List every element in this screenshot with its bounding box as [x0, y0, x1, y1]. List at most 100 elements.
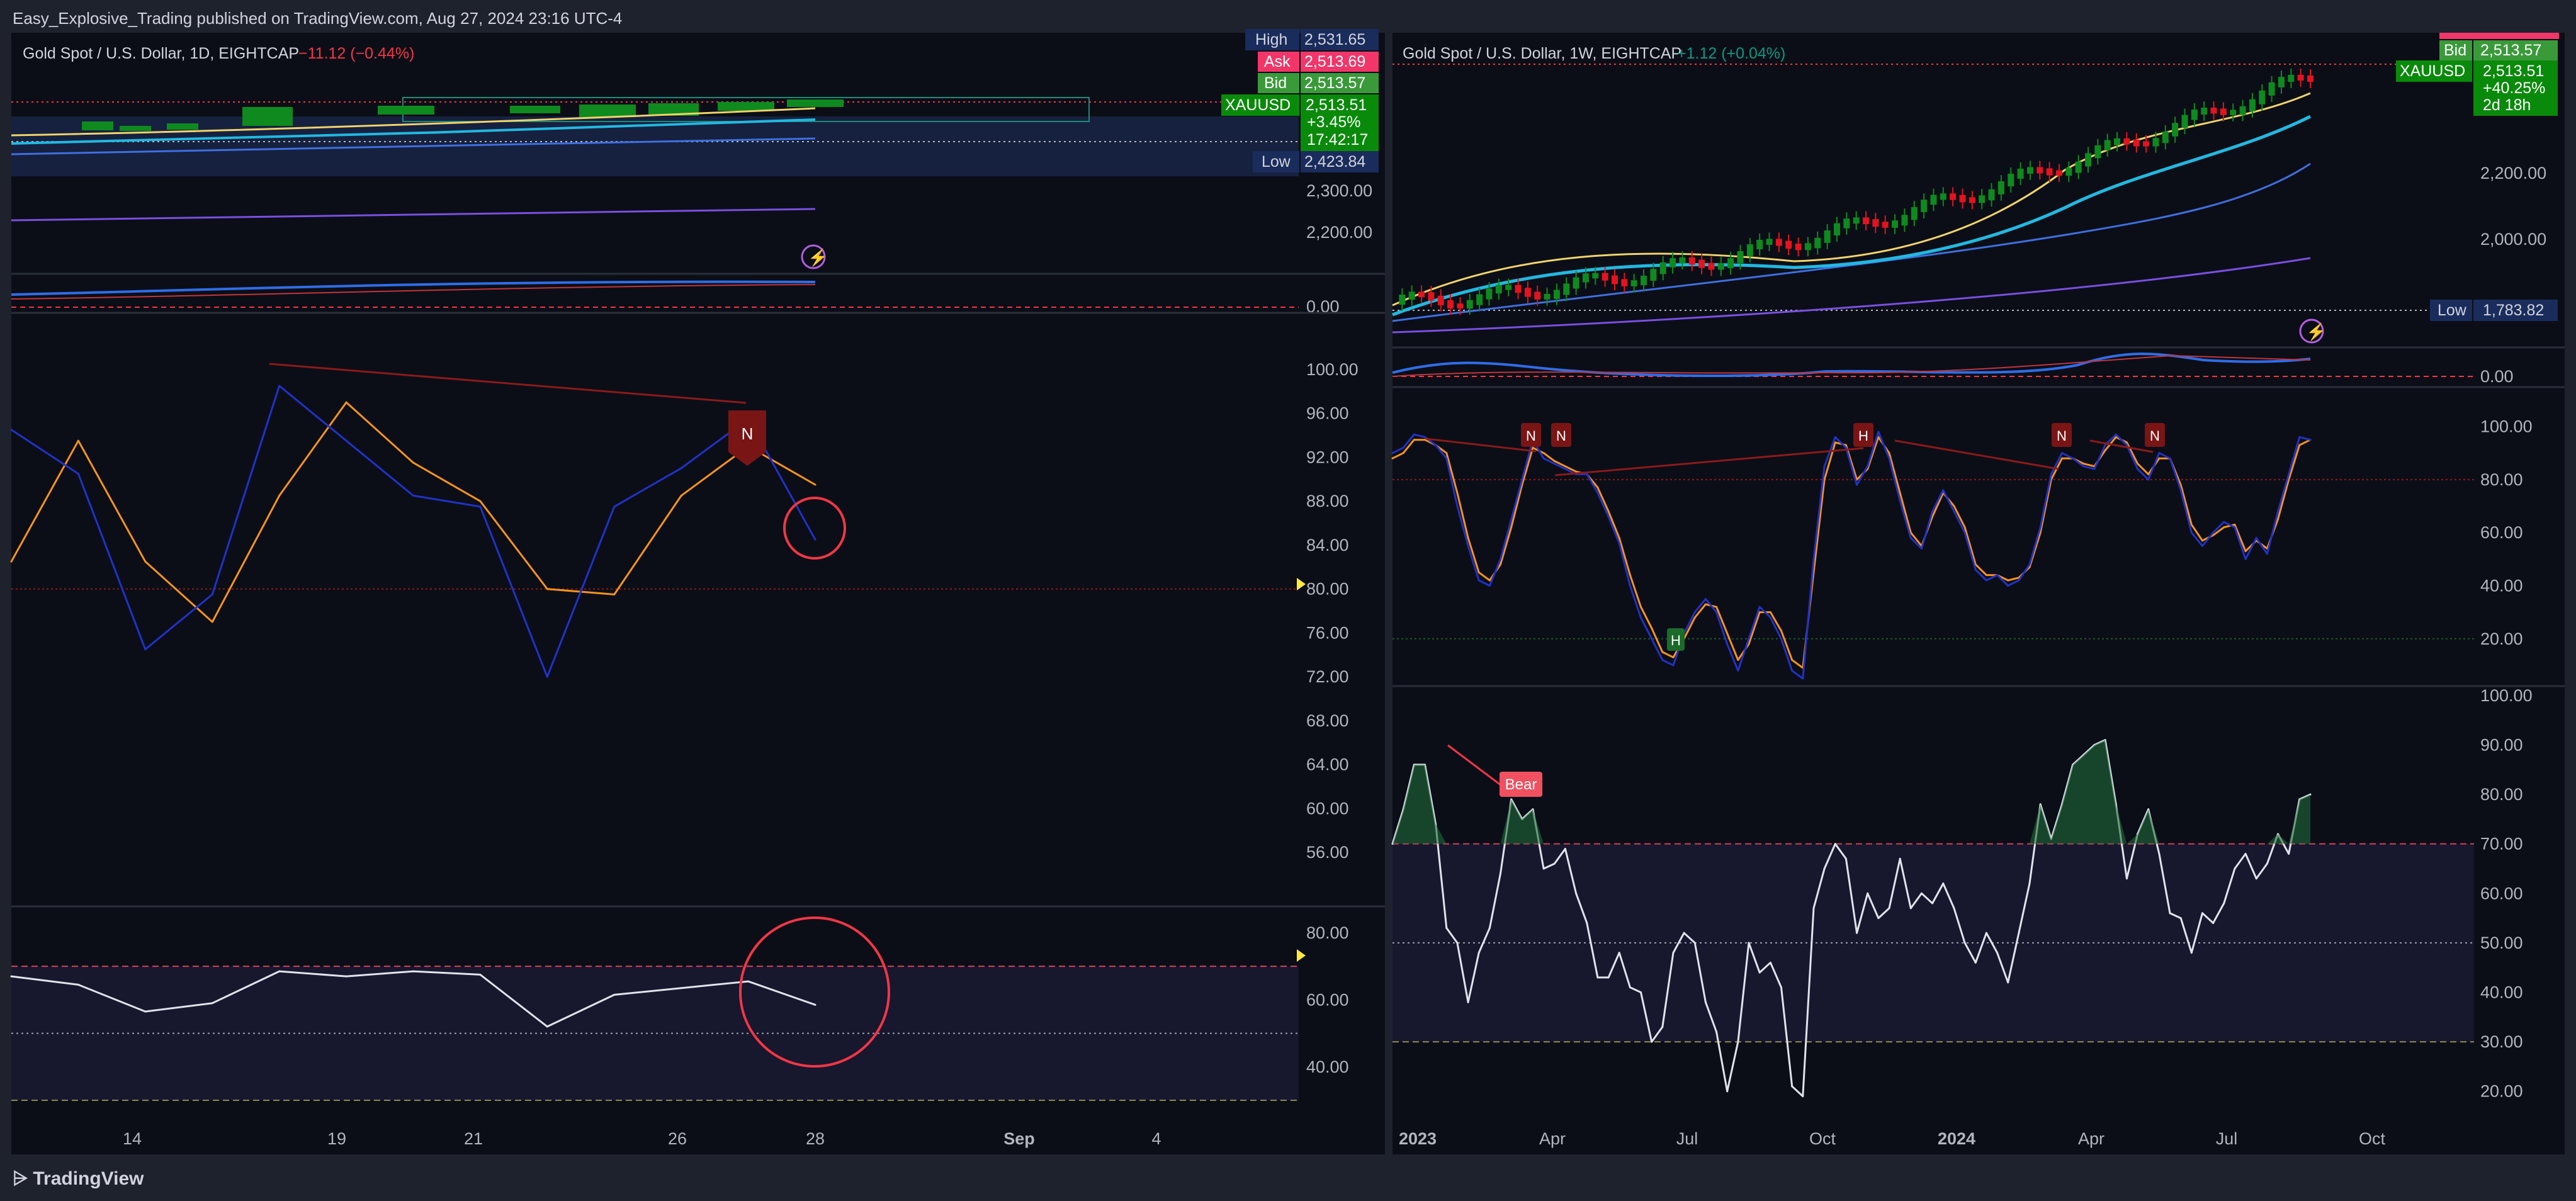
weekly-candle	[1853, 217, 1860, 224]
data-point	[1618, 542, 1620, 544]
weekly-candle	[2210, 108, 2217, 114]
data-point	[1909, 907, 1912, 910]
data-point	[2028, 563, 2031, 566]
data-point	[211, 593, 213, 595]
left-low-label-box	[1253, 151, 1299, 172]
right-change-pct: +40.25%	[2483, 79, 2545, 97]
data-point	[1607, 516, 1610, 518]
signal-marker-n[interactable]	[2145, 423, 2165, 447]
signal-marker-n[interactable]	[1521, 423, 1541, 447]
data-point	[814, 538, 816, 541]
data-point	[1607, 510, 1610, 512]
right-price-tick: 2,000.00	[2480, 230, 2546, 249]
weekly-candle	[1737, 251, 1744, 264]
data-point	[1413, 439, 1415, 441]
signal-marker-n[interactable]	[1551, 423, 1571, 447]
data-point	[1596, 487, 1599, 489]
data-point	[10, 429, 13, 431]
data-point	[1488, 579, 1491, 582]
data-point	[2018, 579, 2020, 582]
weekly-candle	[1950, 193, 1957, 200]
data-point	[2007, 981, 2009, 984]
y-tick-label: 40.00	[1306, 1057, 1349, 1076]
data-point	[1672, 656, 1675, 658]
left-time-axis: 14 19 21 26 28 Sep 4	[123, 1129, 1161, 1148]
data-point	[1423, 439, 1426, 441]
weekly-candle	[1437, 295, 1444, 305]
right-alert-icon[interactable]	[2299, 319, 2324, 344]
right-chart-title: Gold Spot / U.S. Dollar, 1W, EIGHTCAP	[1403, 45, 1681, 62]
data-point	[144, 1010, 147, 1013]
data-point	[1769, 611, 1771, 614]
data-point	[278, 385, 281, 387]
y-tick-label: 96.00	[1306, 404, 1349, 423]
candle-5	[378, 106, 434, 115]
left-alert-icon[interactable]	[801, 244, 826, 269]
data-point	[412, 970, 414, 973]
data-point	[1844, 857, 1847, 860]
y-tick-label: 88.00	[1306, 492, 1349, 510]
x-tick-label: Apr	[1539, 1129, 1566, 1148]
data-point	[1791, 658, 1794, 661]
data-point	[1500, 558, 1502, 560]
data-point	[2190, 952, 2193, 954]
data-point	[2158, 852, 2161, 855]
weekly-candle	[1959, 195, 1966, 203]
left-bid-value: 2,513.57	[1304, 74, 1365, 92]
signal-marker-n[interactable]	[2052, 423, 2072, 447]
right-low-label: Low	[2438, 302, 2467, 319]
data-point	[1942, 489, 1945, 492]
right-low-value: 1,783.82	[2483, 302, 2544, 319]
right-alert-glyph: ⚡	[2306, 322, 2326, 342]
data-point	[1791, 1085, 1794, 1088]
right-bear-label-box[interactable]	[1500, 772, 1542, 797]
data-point	[1423, 436, 1426, 438]
data-point	[2125, 441, 2128, 444]
data-point	[2007, 579, 2009, 582]
weekly-candle	[1969, 197, 1975, 203]
right-last-price-box	[2473, 60, 2558, 116]
x-tick-label: Oct	[2359, 1129, 2386, 1148]
candle-7	[579, 104, 636, 117]
data-point	[1715, 611, 1718, 614]
data-point	[1856, 932, 1858, 934]
weekly-candle	[1457, 303, 1464, 309]
weekly-candle	[2162, 131, 2169, 144]
data-point	[1823, 867, 1826, 870]
data-point	[1500, 563, 1502, 566]
left-chart-title: Gold Spot / U.S. Dollar, 1D, EIGHTCAP	[23, 45, 299, 62]
data-point	[1553, 862, 1556, 865]
left-ask-value-box	[1301, 52, 1379, 72]
weekly-candle	[1679, 257, 1686, 264]
data-point	[1888, 907, 1890, 910]
data-point	[1931, 510, 1934, 512]
data-point	[345, 439, 347, 442]
y-tick-label: 100.00	[1306, 360, 1359, 379]
data-point	[1963, 531, 1966, 534]
tradingview-logo[interactable]: ⩥ TradingView	[13, 1168, 144, 1190]
left-ema-200	[11, 208, 816, 222]
data-point	[1942, 882, 1945, 885]
data-point	[1564, 465, 1566, 468]
data-point	[1844, 446, 1847, 449]
weekly-candle	[1708, 262, 1715, 270]
data-point	[1596, 492, 1599, 494]
right-hidden-marker[interactable]	[1667, 628, 1685, 651]
y-tick-label: 80.00	[2480, 470, 2523, 489]
right-rsi-pane: 100.00 90.00 80.00 70.00 60.00 50.00 40.00 30.0…	[1391, 686, 2533, 1101]
signal-marker-h[interactable]	[1853, 423, 1873, 447]
left-low-label: Low	[1262, 153, 1291, 171]
data-point	[2298, 436, 2301, 438]
data-point	[144, 560, 147, 563]
data-point	[1510, 518, 1513, 521]
data-point	[1780, 629, 1783, 632]
right-price-tick: 2,200.00	[2480, 164, 2546, 183]
data-point	[1856, 483, 1858, 486]
data-point	[2179, 489, 2182, 492]
data-point	[1661, 1026, 1664, 1029]
data-point	[1867, 465, 1869, 468]
data-point	[2125, 877, 2128, 880]
data-point	[2147, 808, 2150, 811]
footer-bar: ⩥ TradingView	[0, 1157, 2576, 1201]
left-signal-marker[interactable]	[728, 410, 766, 466]
